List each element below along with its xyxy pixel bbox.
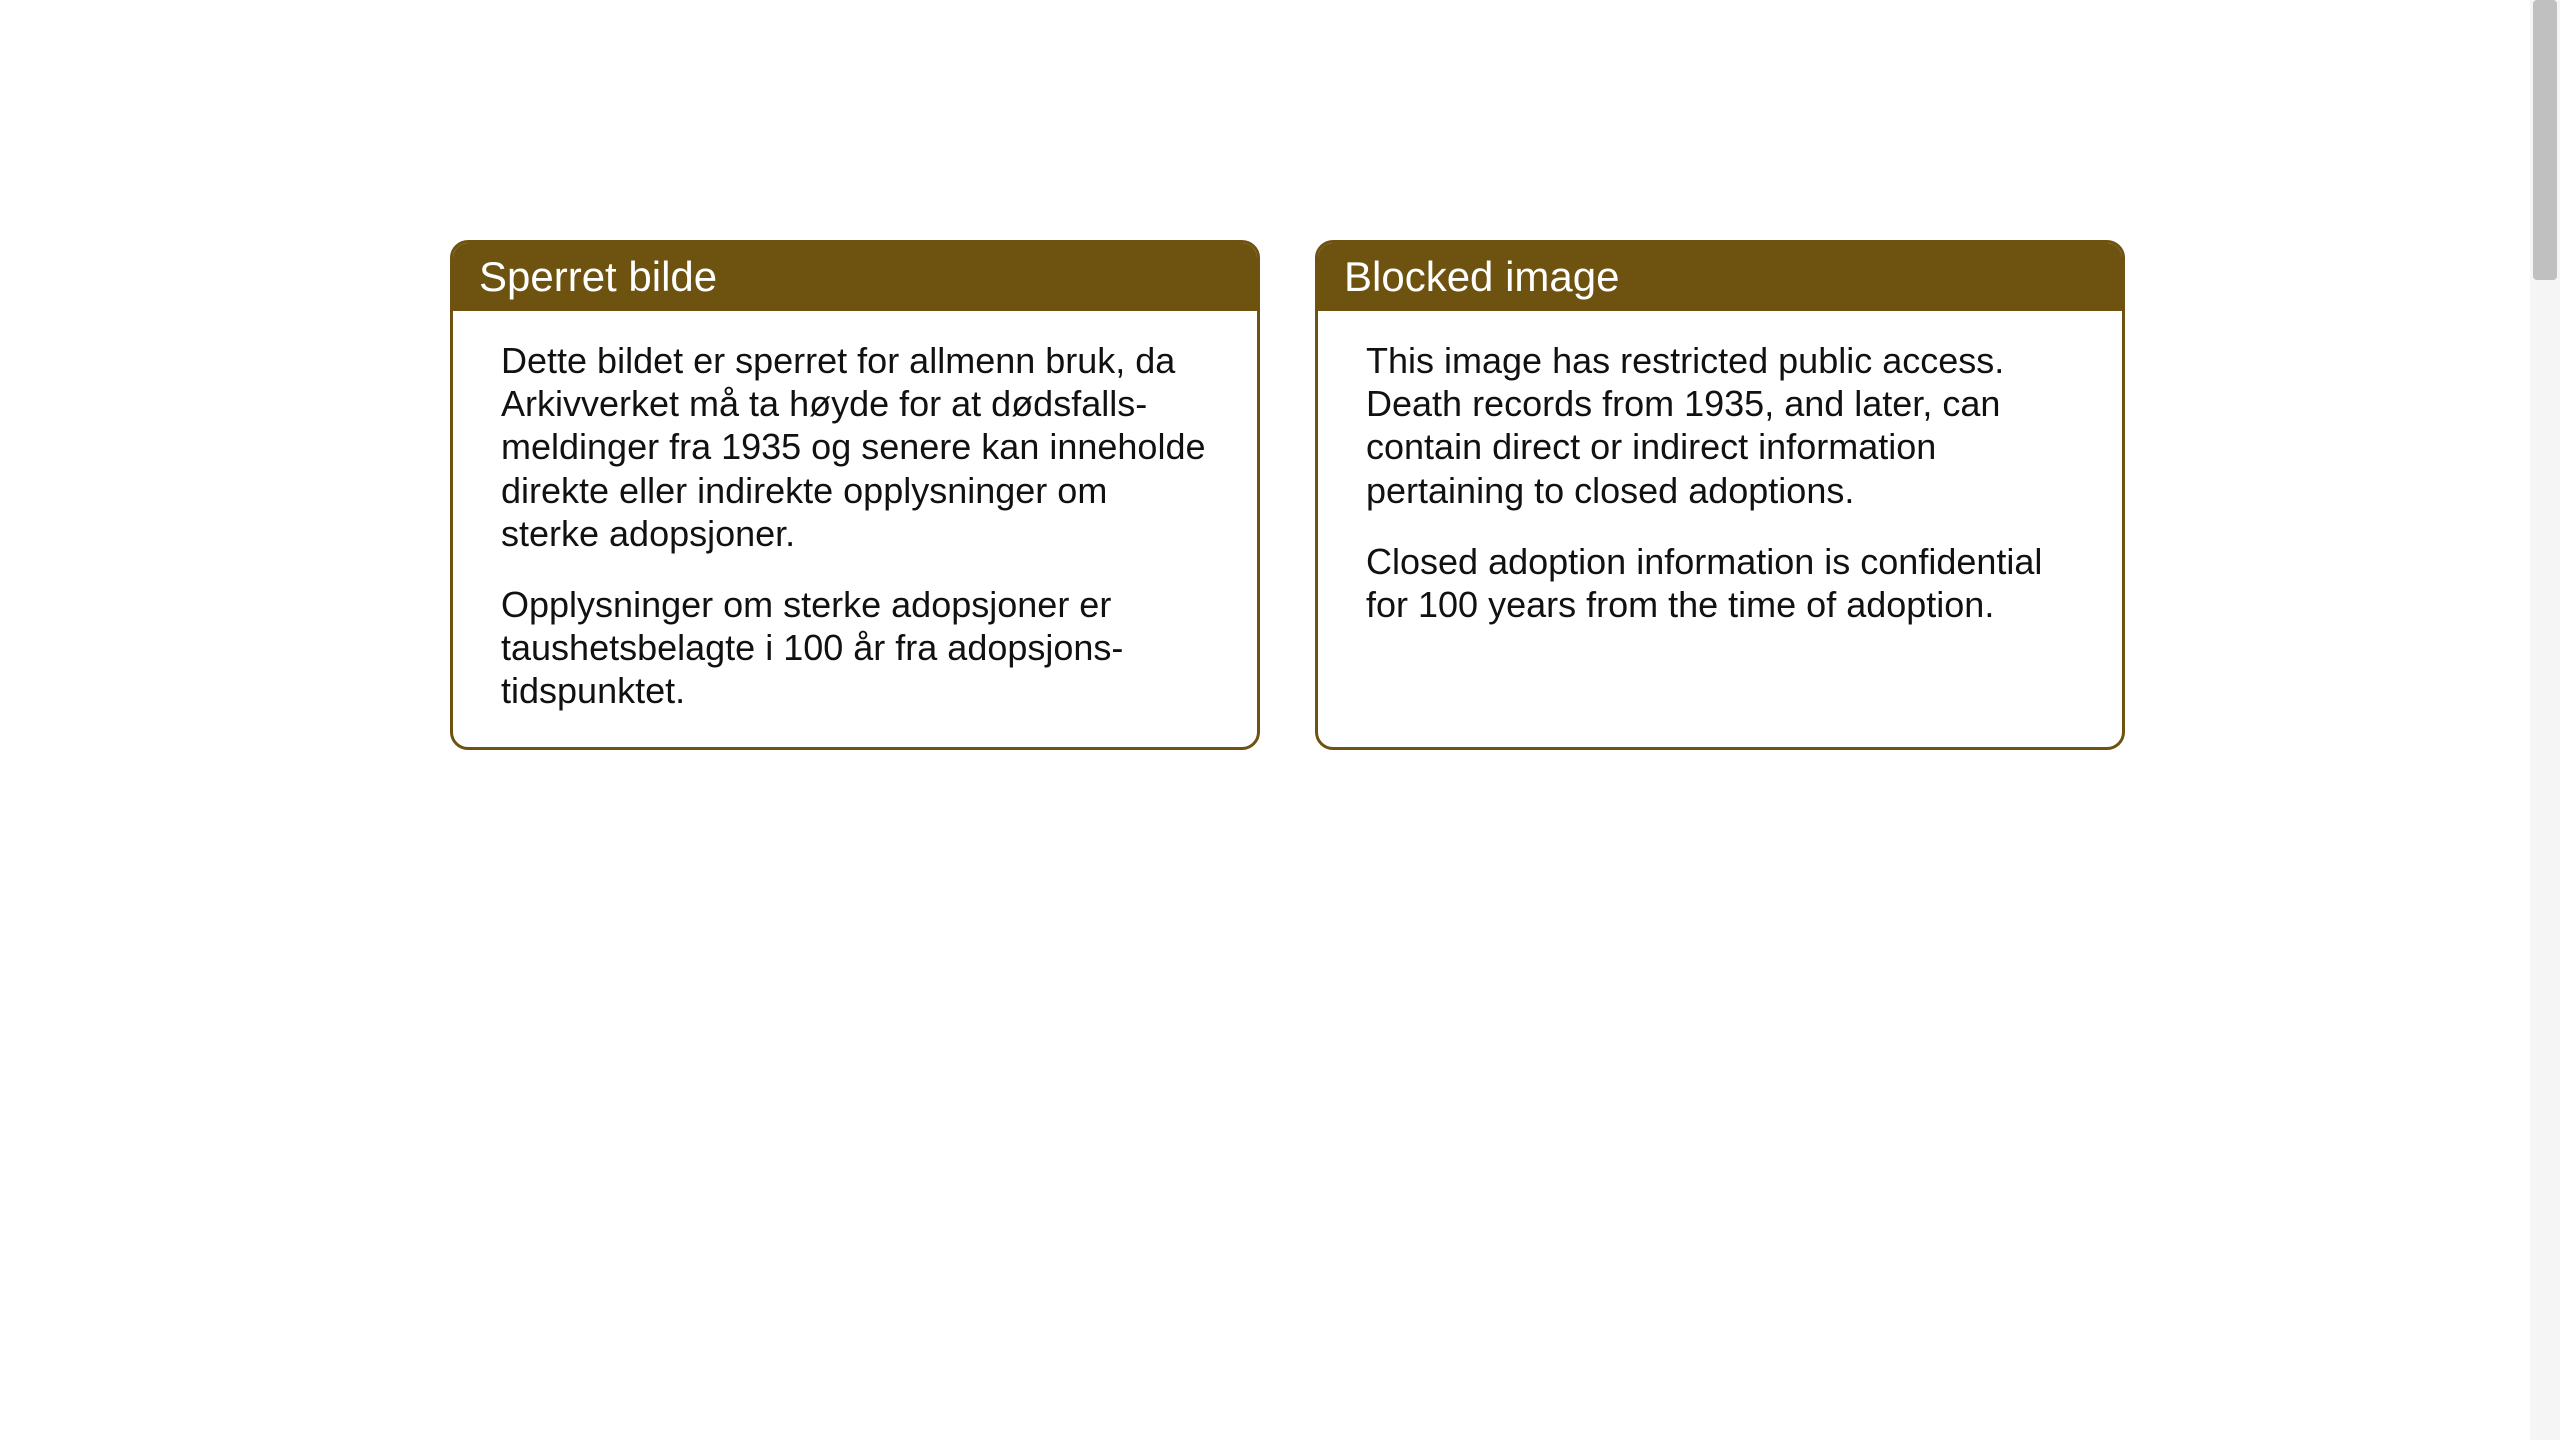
- notice-card-english: Blocked image This image has restricted …: [1315, 240, 2125, 750]
- card-body-norwegian: Dette bildet er sperret for allmenn bruk…: [453, 311, 1257, 750]
- card-paragraph-english-2: Closed adoption information is confident…: [1366, 540, 2074, 626]
- notice-card-norwegian: Sperret bilde Dette bildet er sperret fo…: [450, 240, 1260, 750]
- card-title-english: Blocked image: [1344, 253, 1619, 300]
- card-body-english: This image has restricted public access.…: [1318, 311, 2122, 666]
- card-paragraph-norwegian-2: Opplysninger om sterke adopsjoner er tau…: [501, 583, 1209, 713]
- scrollbar-thumb[interactable]: [2533, 0, 2557, 280]
- scrollbar-track[interactable]: [2530, 0, 2560, 1440]
- card-header-english: Blocked image: [1318, 243, 2122, 311]
- card-header-norwegian: Sperret bilde: [453, 243, 1257, 311]
- card-title-norwegian: Sperret bilde: [479, 253, 717, 300]
- card-paragraph-english-1: This image has restricted public access.…: [1366, 339, 2074, 512]
- notice-container: Sperret bilde Dette bildet er sperret fo…: [0, 0, 2560, 750]
- card-paragraph-norwegian-1: Dette bildet er sperret for allmenn bruk…: [501, 339, 1209, 555]
